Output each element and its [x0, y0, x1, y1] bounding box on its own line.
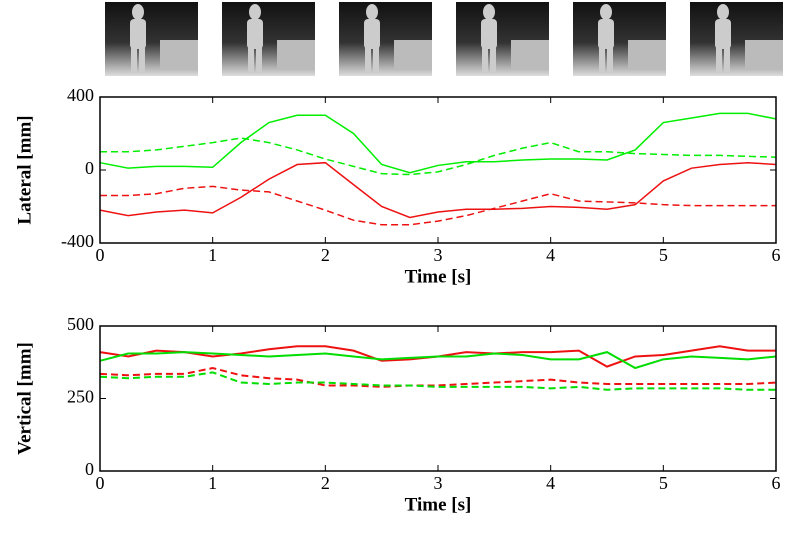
x-tick-label: 0: [96, 245, 105, 265]
x-tick-label: 5: [659, 245, 668, 265]
y-axis-label: Lateral [mm]: [14, 115, 35, 224]
y-tick-label: 0: [85, 158, 94, 178]
x-axis-label: Time [s]: [405, 266, 472, 287]
series-line: [100, 185, 776, 226]
x-tick-label: 5: [659, 473, 668, 493]
y-tick-label: 400: [67, 85, 94, 105]
series-line: [99, 367, 777, 388]
x-tick-label: 3: [434, 473, 443, 493]
x-axis-label: Time [s]: [405, 494, 472, 515]
x-tick-label: 0: [96, 473, 105, 493]
x-tick-label: 1: [208, 245, 217, 265]
x-tick-label: 4: [546, 245, 555, 265]
axes-box: [99, 96, 777, 244]
y-tick-label: -400: [61, 231, 94, 251]
x-tick-label: 2: [321, 473, 330, 493]
series-line: [99, 112, 777, 174]
series-line: [100, 137, 777, 176]
series-line: [99, 371, 776, 391]
x-tick-label: 6: [772, 473, 781, 493]
y-tick-label: 0: [85, 459, 94, 479]
axes-box: [99, 325, 777, 472]
y-tick-label: 500: [67, 314, 94, 334]
x-tick-label: 2: [321, 245, 330, 265]
x-tick-label: 1: [208, 473, 217, 493]
series-line: [99, 161, 777, 219]
y-axis-label: Vertical [mm]: [14, 342, 35, 455]
depth-frames: [105, 2, 783, 76]
x-tick-label: 4: [546, 473, 555, 493]
x-tick-label: 3: [434, 245, 443, 265]
series-line: [99, 351, 777, 370]
x-tick-label: 6: [772, 245, 781, 265]
y-tick-label: 250: [67, 387, 94, 407]
